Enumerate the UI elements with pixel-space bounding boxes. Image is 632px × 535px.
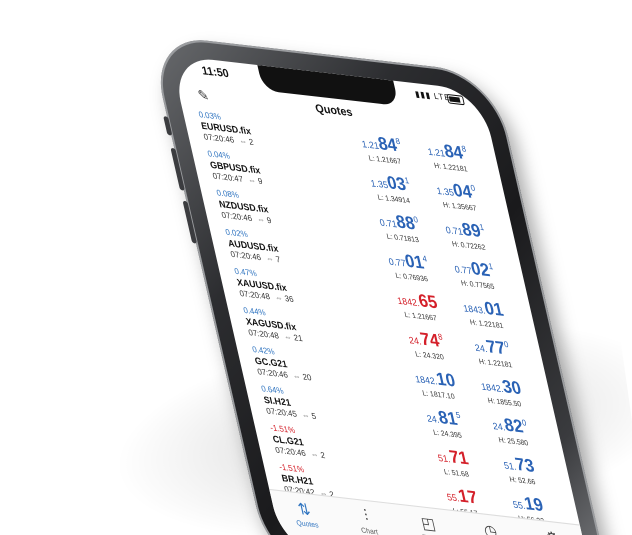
bid-cell[interactable]: 51.71 L: 51.68 — [417, 440, 491, 481]
spread-value: 7 — [274, 254, 282, 265]
tab-trade[interactable]: ◰ Trade — [395, 511, 464, 535]
ask-cell[interactable]: 0.77021 H: 0.77565 — [438, 252, 512, 293]
bid-pip: 8 — [394, 136, 402, 147]
bid-cell[interactable]: 1.35031 L: 1.34914 — [354, 166, 428, 207]
spread-value: 21 — [292, 332, 304, 344]
ask-big-figure: 73 — [513, 454, 537, 477]
tab-history[interactable]: ◷ History — [457, 518, 526, 535]
spread-value: 5 — [310, 411, 318, 422]
bid-pip: 0 — [412, 214, 419, 225]
spread-icon: ⇔ — [309, 449, 320, 460]
gear-icon: ⚙ — [519, 525, 585, 535]
spread-icon: ⇔ — [246, 175, 257, 186]
tab-quotes[interactable]: ⇅ Quotes — [271, 496, 340, 532]
spread-value: 9 — [265, 215, 273, 226]
tab-settings[interactable]: ⚙ Settings — [519, 525, 588, 535]
bid-big-figure: 71 — [447, 446, 471, 469]
bid-big-figure: 65 — [416, 290, 440, 313]
ask-pip: 0 — [520, 417, 528, 428]
spread-value: 2 — [247, 137, 255, 148]
bid-prefix: 1842. — [396, 295, 421, 309]
spread-value: 2 — [319, 450, 327, 461]
bid-big-figure: 10 — [434, 368, 458, 391]
ask-cell[interactable]: 0.71891 H: 0.72262 — [429, 212, 503, 253]
ask-cell[interactable]: 24.820 H: 25.580 — [474, 408, 548, 449]
spread-icon: ⇔ — [264, 253, 275, 264]
bid-cell[interactable]: 1842.10 L: 1817.10 — [399, 362, 473, 403]
ask-cell[interactable]: 24.770 H: 1.22181 — [456, 330, 530, 371]
ask-cell[interactable]: 1843.01 H: 1.22181 — [447, 291, 521, 332]
ask-pip: 0 — [502, 339, 510, 350]
ask-big-figure: 19 — [522, 493, 546, 516]
bid-pip: 5 — [454, 410, 462, 421]
ask-big-figure: 30 — [500, 376, 524, 399]
ask-pip: 8 — [460, 143, 468, 154]
spread-icon: ⇔ — [291, 370, 302, 382]
spread-icon: ⇔ — [300, 410, 311, 421]
battery-icon — [446, 93, 465, 106]
spread-value: 20 — [301, 372, 313, 383]
ask-pip: 1 — [478, 222, 485, 233]
ask-pip: 0 — [469, 183, 477, 194]
bid-cell[interactable]: 1842.65 L: 1.21667 — [381, 283, 455, 324]
bid-pip: 8 — [436, 331, 444, 342]
ask-prefix: 1843. — [462, 302, 487, 316]
bid-cell[interactable]: 0.71880 L: 0.71813 — [363, 205, 437, 246]
ask-big-figure: 01 — [482, 297, 506, 321]
bid-cell[interactable]: 24.815 L: 24.395 — [408, 401, 482, 442]
ask-cell[interactable]: 1.21848 H: 1.22181 — [411, 134, 485, 175]
spread-icon: ⇔ — [255, 214, 266, 225]
ask-cell[interactable]: 1.35040 H: 1.35667 — [420, 173, 494, 214]
bid-cell[interactable]: 1.21848 L: 1.21667 — [345, 127, 419, 168]
spread-icon: ⇔ — [273, 292, 284, 304]
ask-cell[interactable]: 1842.30 H: 1855.50 — [465, 369, 539, 410]
ask-cell[interactable]: 51.73 H: 52.66 — [483, 447, 557, 488]
spread-icon: ⇔ — [282, 331, 293, 343]
bid-big-figure: 17 — [456, 485, 480, 508]
ask-pip: 1 — [487, 261, 494, 272]
bid-prefix: 1842. — [414, 373, 439, 387]
bid-cell[interactable]: 0.77014 L: 0.76936 — [372, 244, 446, 285]
spread-icon: ⇔ — [237, 135, 248, 147]
spread-value: 36 — [283, 293, 295, 305]
status-time: 11:50 — [200, 64, 231, 81]
tab-chart[interactable]: ⫶ Chart — [333, 503, 402, 535]
ask-prefix: 1842. — [480, 381, 505, 395]
bid-cell[interactable]: 24.748 L: 24.320 — [390, 322, 464, 363]
spread-value: 9 — [256, 176, 264, 187]
bid-pip: 4 — [421, 253, 428, 264]
clock-icon: ◷ — [482, 521, 499, 535]
bid-pip: 1 — [403, 175, 411, 186]
